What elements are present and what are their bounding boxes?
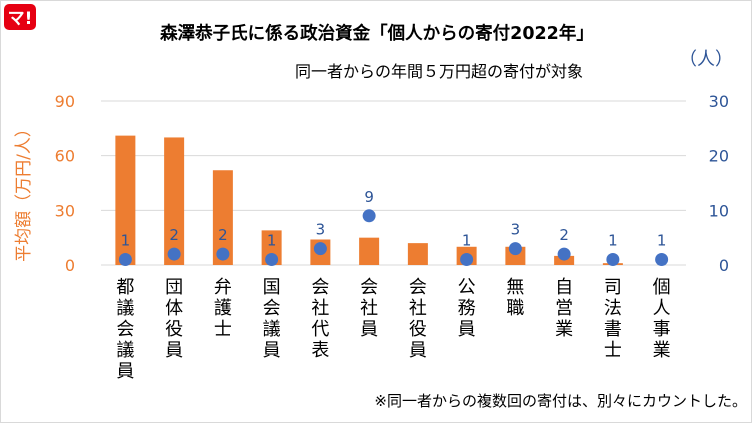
logo: マ! [4,4,36,30]
gridlines [101,100,686,266]
dot-label: 2 [218,226,228,244]
category-labels: 都議会議員 団体役員 弁護士 国会議員 会社代表 会社員 会社役員 公務員 無職 自営業 司法書士 個… [116,277,670,382]
category-label: 自営業 [555,277,573,340]
left-axis-tick-label: 0 [65,256,75,275]
dot [265,253,279,267]
category-label: 公務員 [458,277,476,340]
category-label: 会社役員 [409,277,427,361]
dot-label: 9 [364,188,374,206]
logo-badge [4,4,36,30]
right-axis-ticks: 0 10 20 30 [709,92,729,275]
dot [655,253,669,267]
right-axis-tick-label: 20 [709,147,729,166]
dot-label: 2 [169,226,179,244]
dot-label: 1 [462,232,472,250]
category-label: 都議会議員 [116,277,134,382]
chart-title: 森澤恭子氏に係る政治資金「個人からの寄付2022年」 [160,23,594,44]
right-axis-tick-label: 0 [719,256,729,275]
bar [407,243,428,265]
dot [557,247,571,261]
footnote: ※同一者からの複数回の寄付は、別々にカウントした。 [374,392,747,410]
left-axis-tick-label: 60 [55,147,75,166]
left-axis-tick-label: 30 [55,201,75,220]
dot-labels: 1 2 2 1 3 9 1 3 2 1 1 [121,188,667,250]
right-axis-tick-label: 10 [709,201,729,220]
right-axis-unit-label: （人） [679,49,733,70]
category-label: 団体役員 [165,277,183,361]
dot-label: 1 [121,232,131,250]
category-label: 無職 [506,277,524,319]
dot [508,242,522,256]
dot [118,253,132,267]
bar [164,137,185,265]
dot-label: 1 [608,232,618,250]
chart-subtitle: 同一者からの年間５万円超の寄付が対象 [295,62,583,81]
dot [167,247,181,261]
bar [115,135,136,265]
left-axis-ticks: 0 30 60 90 [55,92,75,275]
dot-label: 3 [511,221,521,239]
dot-label: 1 [657,232,667,250]
dot [460,253,474,267]
category-label: 国会議員 [263,277,281,361]
dot-label: 2 [559,226,569,244]
category-label: 会社代表 [311,277,329,361]
right-axis-tick-label: 30 [709,92,729,111]
category-label: 会社員 [360,277,378,340]
logo-text: マ! [8,9,33,29]
dot [313,242,327,256]
category-label: 弁護士 [214,277,232,340]
dot [216,247,230,261]
bar [212,170,233,265]
category-label: 司法書士 [604,277,622,361]
left-axis-label: 平均額（万円/人） [14,120,34,262]
dot-label: 3 [316,221,326,239]
category-label: 個人事業 [653,277,671,361]
left-axis-tick-label: 90 [55,92,75,111]
dot [606,253,620,267]
dot [362,209,376,223]
dot-series [118,209,669,267]
bar [359,237,380,265]
dot-label: 1 [267,232,277,250]
